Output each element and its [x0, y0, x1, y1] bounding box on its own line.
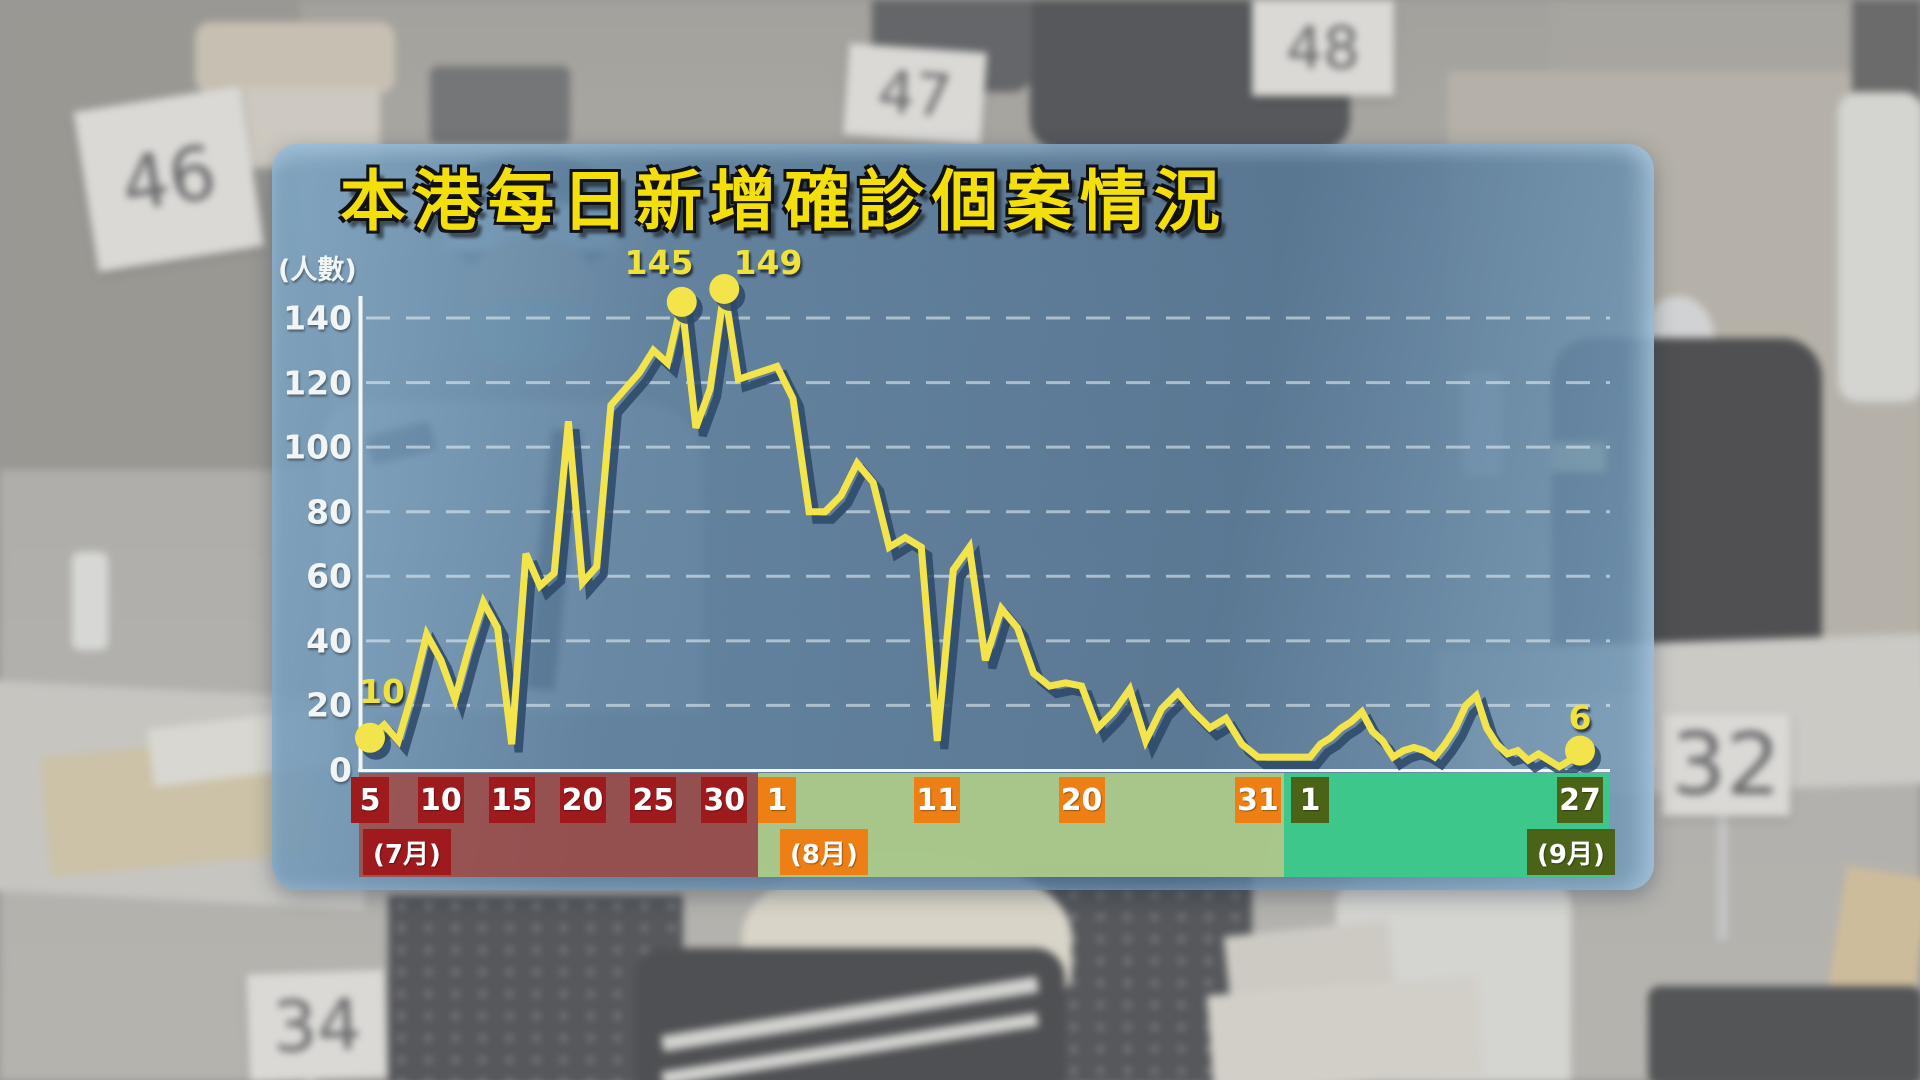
- y-tick-label: 40: [306, 621, 352, 661]
- data-point-marker: [355, 722, 385, 753]
- x-axis-day-label: 1: [758, 777, 796, 823]
- x-axis-day-label: 10: [417, 777, 464, 823]
- y-tick-label: 100: [283, 427, 352, 467]
- x-axis-day-label: 31: [1234, 777, 1281, 823]
- chair: [430, 66, 570, 144]
- x-axis-day-label: 1: [1291, 777, 1329, 823]
- table-number-sign: 48: [1252, 0, 1394, 96]
- table-number-sign: 32: [1662, 714, 1790, 816]
- x-axis-day-label: 5: [351, 777, 389, 823]
- y-tick-label: 60: [306, 556, 352, 596]
- chair: [1648, 986, 1920, 1080]
- data-point-marker: [1565, 735, 1596, 766]
- x-axis-day-label: 20: [559, 777, 606, 823]
- case-line: [367, 288, 1583, 771]
- data-point-marker: [666, 286, 697, 317]
- data-point-marker: [709, 273, 740, 304]
- annotation-first-value: 10: [359, 672, 405, 711]
- y-tick-label: 80: [306, 492, 352, 532]
- y-tick-label: 120: [283, 363, 352, 403]
- person-silhouette: [1838, 92, 1920, 402]
- x-axis-day-label: 27: [1557, 777, 1604, 823]
- table-number: 32: [1671, 715, 1781, 815]
- table-number: 48: [1286, 14, 1360, 82]
- y-tick-label: 140: [283, 298, 352, 338]
- trash-bin-lid: [195, 22, 395, 94]
- sign-stand: [1718, 812, 1727, 940]
- x-axis-day-label: 20: [1058, 777, 1105, 823]
- annotation-peak-149: 149: [733, 243, 803, 282]
- chart-panel: [272, 144, 1654, 890]
- month-label: (9月): [1527, 829, 1615, 875]
- y-tick-label: 20: [306, 685, 352, 725]
- perforated-screen: [388, 895, 683, 1080]
- month-label: (7月): [363, 829, 451, 875]
- month-label: (8月): [780, 829, 868, 875]
- x-axis-day-label: 15: [488, 777, 535, 823]
- case-line-shadow: [374, 296, 1590, 780]
- annotation-last-value: 6: [1568, 698, 1592, 737]
- y-tick-label: 0: [329, 750, 352, 790]
- chart-title: 本港每日新增確診個案情況: [340, 163, 1228, 240]
- annotation-peak-145: 145: [624, 243, 694, 282]
- y-axis-unit-label: (人數): [278, 255, 357, 286]
- x-axis-day-label: 30: [701, 777, 748, 823]
- sanitizer-bottle: [72, 552, 108, 650]
- x-axis-day-label: 25: [630, 777, 677, 823]
- x-axis-day-label: 11: [914, 777, 961, 823]
